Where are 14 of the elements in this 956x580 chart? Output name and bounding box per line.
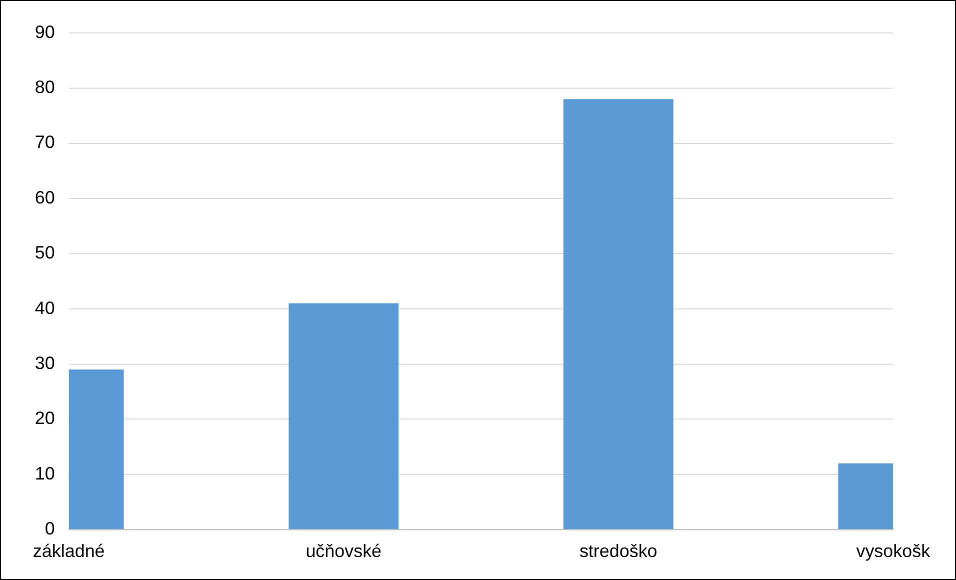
y-tick-label: 80 [34, 77, 55, 98]
y-tick-label: 40 [34, 298, 55, 318]
y-tick-label: 70 [34, 132, 55, 152]
x-tick-label: učňovské [306, 541, 382, 562]
x-tick-label: vysokošk [856, 541, 930, 562]
y-tick-label: 60 [34, 187, 55, 208]
y-tick-label: 20 [34, 408, 55, 428]
y-tick-label: 0 [44, 518, 55, 539]
y-tick-label: 50 [34, 242, 55, 263]
y-tick-label: 90 [34, 22, 55, 42]
y-tick-label: 30 [34, 352, 55, 373]
x-tick-label: stredoško [579, 541, 658, 562]
x-tick-label: základné [32, 541, 105, 562]
y-tick-label: 10 [34, 463, 55, 484]
